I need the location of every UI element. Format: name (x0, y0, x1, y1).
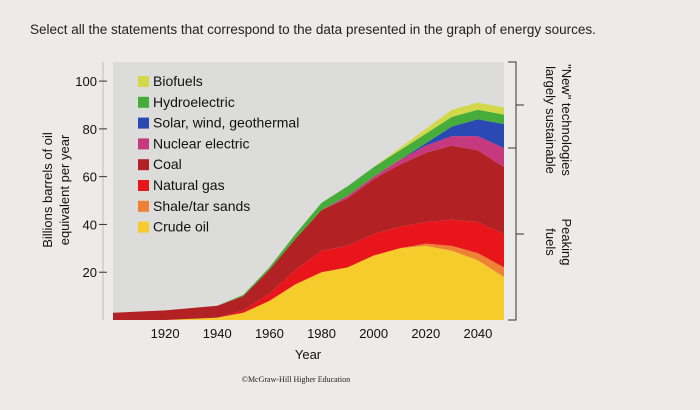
legend-swatch-coal (138, 159, 149, 171)
legend-label-shale-tar-sands: Shale/tar sands (153, 198, 250, 214)
y-axis: 20 40 60 80 100 (75, 62, 107, 320)
x-tick-label: 1960 (255, 326, 284, 341)
legend-swatch-nuclear-electric (138, 138, 149, 150)
bracket-label-line: Peaking (559, 219, 574, 266)
legend-label-natural-gas: Natural gas (153, 177, 225, 193)
legend-label-nuclear-electric: Nuclear electric (153, 135, 249, 151)
legend-label-biofuels: Biofuels (153, 73, 203, 89)
legend-swatch-biofuels (138, 76, 149, 87)
bracket-label-line: largely sustainable (543, 66, 558, 174)
x-tick-label: 1980 (307, 326, 336, 341)
x-axis: 1920 1940 1960 1980 2000 2020 2040 (151, 326, 493, 341)
legend-label-hydroelectric: Hydroelectric (153, 94, 235, 110)
bracket-label-peaking-fuels: Peakingfuels (543, 219, 574, 266)
bracket-label-line: "New" technologies (559, 64, 574, 176)
bracket-label-new-technologies: "New" technologieslargely sustainable (543, 64, 574, 176)
y-axis-label: Billions barrels of oil equivalent per ye… (40, 132, 72, 248)
y-axis-label-line: equivalent per year (57, 134, 72, 245)
legend-swatch-hydroelectric (138, 96, 149, 108)
x-tick-label: 1920 (151, 326, 180, 341)
y-tick-label: 80 (83, 122, 97, 137)
area-layers (113, 102, 504, 320)
bracket-labels: "New" technologieslargely sustainable Pea… (508, 61, 574, 321)
x-tick-label: 2040 (463, 326, 492, 341)
x-tick-label: 2020 (411, 326, 440, 341)
y-tick-label: 60 (83, 170, 97, 185)
legend-label-solar-wind-geothermal: Solar, wind, geothermal (153, 115, 299, 131)
y-tick-label: 20 (83, 265, 97, 280)
legend: Biofuels Hydroelectric Solar, wind, geothe… (138, 73, 299, 235)
question-text: Select all the statements that correspon… (30, 22, 596, 37)
legend-swatch-natural-gas (138, 180, 149, 191)
legend-swatch-shale-tar-sands (138, 200, 149, 212)
bracket-new-technologies (508, 61, 524, 149)
y-axis-label-line: Billions barrels of oil (40, 132, 55, 248)
credit-text: ©McGraw-Hill Higher Education (242, 375, 350, 384)
bracket-label-line: fuels (543, 228, 558, 256)
bracket-peaking-fuels (508, 147, 524, 321)
x-axis-label: Year (295, 347, 322, 362)
area-natural-gas (113, 219, 504, 320)
legend-swatch-solar-wind-geothermal (138, 117, 149, 129)
y-tick-label: 40 (83, 217, 97, 232)
y-tick-label: 100 (75, 74, 97, 89)
x-tick-label: 2000 (359, 326, 388, 341)
area-crude-oil (113, 245, 504, 320)
legend-label-coal: Coal (153, 156, 182, 172)
x-tick-label: 1940 (203, 326, 232, 341)
area-coal (113, 145, 504, 320)
area-shale-tar-sands (113, 243, 504, 320)
legend-label-crude-oil: Crude oil (153, 219, 209, 235)
legend-swatch-crude-oil (138, 221, 149, 233)
